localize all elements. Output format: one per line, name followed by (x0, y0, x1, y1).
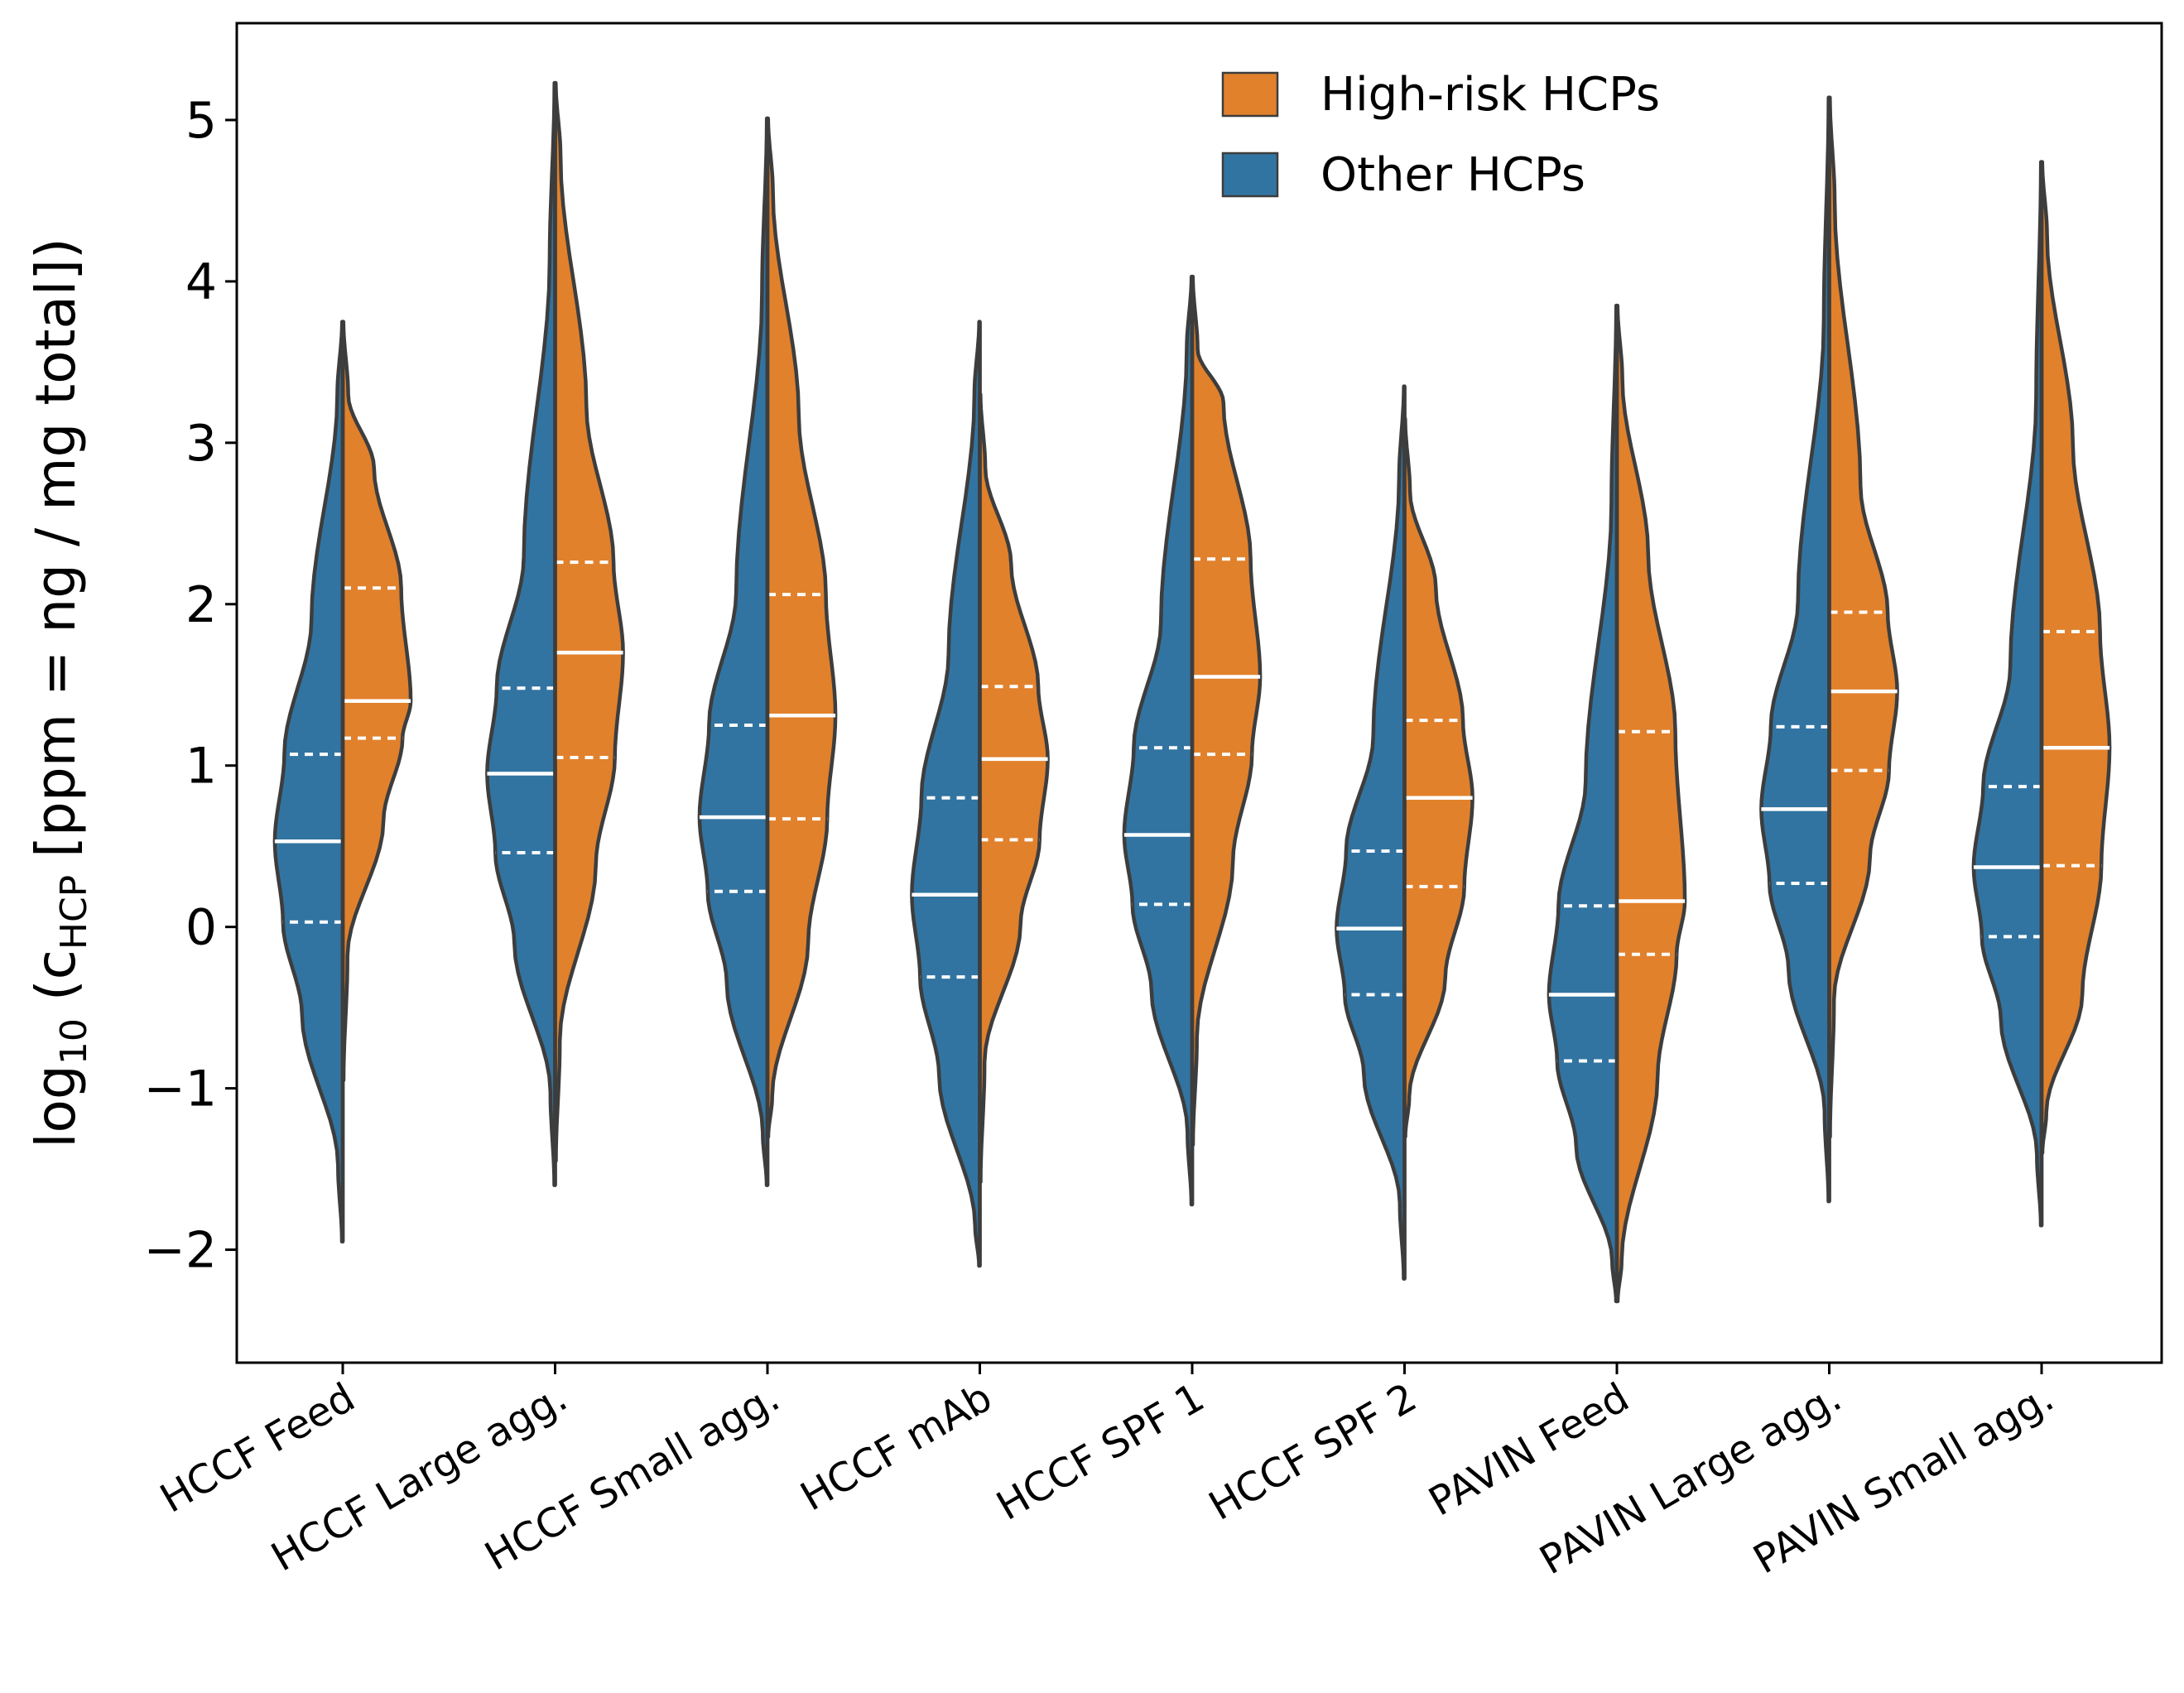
y-axis-label-subscript: HCP (53, 875, 95, 950)
legend: High-risk HCPs Other HCPs (1221, 68, 1660, 202)
y-axis-label-prefix: log (24, 1065, 88, 1148)
y-axis-label-open: (c (24, 950, 88, 1018)
legend-swatch (1221, 71, 1279, 118)
y-tick-label: 0 (185, 899, 217, 957)
violin-half-high-risk (1402, 416, 1474, 1139)
violin-half-other (1971, 160, 2044, 1228)
violin-group (1759, 95, 1899, 1204)
y-tick-label: −2 (144, 1222, 217, 1280)
violin-group (1971, 160, 2112, 1228)
violin-half-high-risk (553, 80, 625, 1163)
violin-half-high-risk (765, 116, 838, 1139)
violin-group (697, 116, 838, 1187)
legend-label: Other HCPs (1321, 148, 1585, 202)
violin-half-other (272, 320, 345, 1244)
y-tick-label: 5 (185, 92, 217, 150)
violin-half-high-risk (978, 392, 1050, 1184)
violin-group (272, 320, 413, 1244)
violin-half-high-risk (2039, 160, 2112, 1155)
violin-group (1547, 303, 1687, 1304)
violin-half-high-risk (1190, 274, 1263, 1147)
y-axis-label: log10 (cHCP [ppm = ng / mg total]) (24, 238, 95, 1148)
violin-group (1122, 274, 1263, 1207)
violin-half-other (1122, 274, 1195, 1207)
legend-label: High-risk HCPs (1321, 68, 1660, 122)
y-tick-label: 1 (185, 738, 217, 796)
y-tick-label: 2 (185, 576, 217, 634)
violin-half-other (1547, 303, 1619, 1304)
violin-group (1335, 384, 1474, 1281)
y-axis-label-prefix-subscript: 10 (53, 1018, 95, 1065)
y-axis-label-rest: [ppm = ng / mg total]) (24, 238, 88, 875)
violin-half-high-risk (1827, 95, 1899, 1139)
y-tick-label: −1 (144, 1061, 217, 1118)
violin-half-other (697, 116, 770, 1187)
y-axis: −2 −1 0 1 2 3 4 5 (144, 92, 237, 1280)
y-tick-label: 4 (185, 253, 217, 311)
violin-group (485, 80, 625, 1187)
violin-half-high-risk (1614, 303, 1687, 1304)
violin-group (910, 320, 1050, 1268)
y-tick-label: 3 (185, 415, 217, 473)
violin-half-other (910, 320, 982, 1268)
plot-frame (235, 22, 2163, 1364)
violin-half-other (485, 80, 557, 1187)
violin-half-other (1335, 384, 1407, 1281)
violin-half-other (1759, 95, 1831, 1204)
violin-layer (272, 80, 2112, 1304)
legend-swatch (1221, 152, 1279, 198)
